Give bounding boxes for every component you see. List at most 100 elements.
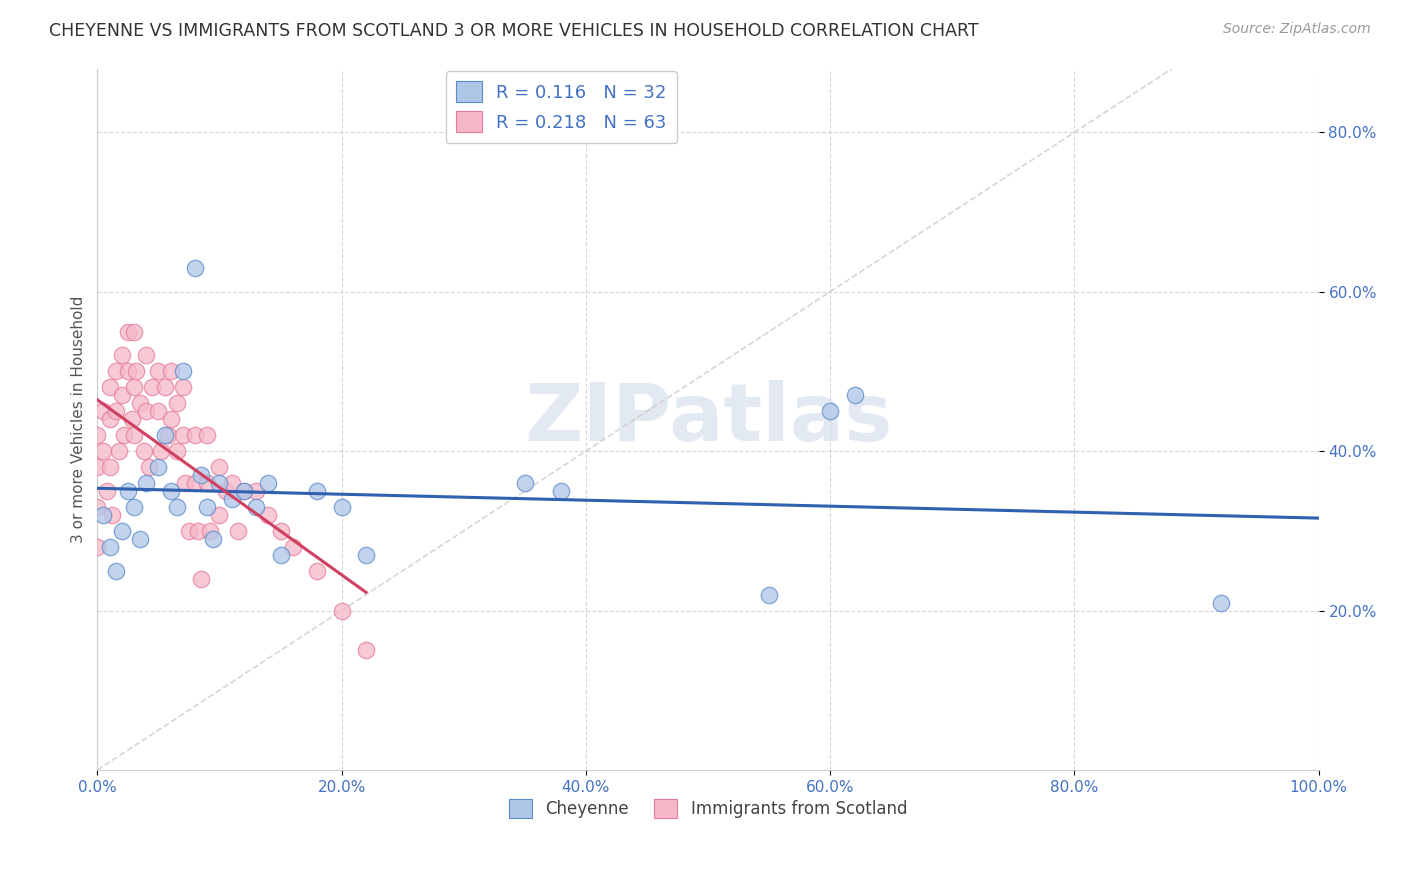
Point (172, 364, 194, 378)
Point (208, 460, 231, 475)
Point (174, 476, 197, 491)
Point (354, 548, 377, 562)
Point (513, 476, 536, 491)
Point (122, 325, 145, 339)
Point (125, 364, 148, 378)
Point (232, 483, 254, 498)
Point (93, 444, 115, 458)
Point (195, 476, 218, 491)
Point (108, 444, 131, 458)
Point (172, 380, 194, 394)
Point (550, 483, 572, 498)
Point (86, 540, 108, 554)
Point (93, 404, 115, 418)
Point (153, 428, 176, 442)
Point (818, 404, 841, 418)
Point (190, 572, 212, 586)
Y-axis label: 3 or more Vehicles in Household: 3 or more Vehicles in Household (72, 295, 86, 543)
Point (96, 483, 118, 498)
Text: Source: ZipAtlas.com: Source: ZipAtlas.com (1223, 22, 1371, 37)
Point (141, 380, 163, 394)
Point (245, 483, 267, 498)
Point (232, 483, 254, 498)
Point (166, 500, 188, 514)
Point (117, 364, 139, 378)
Point (135, 404, 157, 418)
Point (98, 380, 121, 394)
Text: ZIPatlas: ZIPatlas (524, 380, 893, 458)
Point (148, 364, 170, 378)
Point (184, 260, 207, 275)
Point (270, 548, 292, 562)
Point (166, 444, 188, 458)
Point (159, 412, 181, 426)
Point (208, 476, 231, 491)
Point (111, 388, 134, 402)
Point (1209, 596, 1232, 610)
Point (98, 460, 121, 475)
Point (98, 412, 121, 426)
Point (330, 500, 353, 514)
Point (101, 508, 124, 522)
Point (844, 388, 866, 402)
Point (195, 428, 218, 442)
Point (148, 404, 170, 418)
Point (198, 524, 221, 538)
Point (184, 428, 207, 442)
Point (226, 524, 249, 538)
Point (138, 460, 160, 475)
Point (111, 524, 134, 538)
Point (86, 460, 108, 475)
Point (177, 524, 200, 538)
Point (148, 460, 170, 475)
Point (270, 524, 292, 538)
Point (172, 428, 194, 442)
Point (221, 491, 243, 506)
Point (214, 483, 236, 498)
Point (195, 500, 218, 514)
Point (122, 380, 145, 394)
Point (330, 603, 353, 617)
Point (159, 364, 181, 378)
Point (190, 468, 212, 483)
Point (111, 349, 134, 363)
Point (307, 564, 329, 578)
Point (135, 476, 157, 491)
Point (184, 476, 207, 491)
Point (129, 396, 152, 410)
Point (208, 508, 231, 522)
Point (307, 483, 329, 498)
Point (245, 500, 267, 514)
Point (257, 508, 280, 522)
Point (157, 428, 180, 442)
Point (86, 428, 108, 442)
Text: CHEYENNE VS IMMIGRANTS FROM SCOTLAND 3 OR MORE VEHICLES IN HOUSEHOLD CORRELATION: CHEYENNE VS IMMIGRANTS FROM SCOTLAND 3 O… (49, 22, 979, 40)
Point (104, 404, 127, 418)
Legend: Cheyenne, Immigrants from Scotland: Cheyenne, Immigrants from Scotland (502, 792, 914, 825)
Point (122, 428, 145, 442)
Point (86, 500, 108, 514)
Point (221, 476, 243, 491)
Point (117, 483, 139, 498)
Point (104, 364, 127, 378)
Point (758, 588, 780, 602)
Point (129, 532, 152, 546)
Point (153, 380, 176, 394)
Point (104, 564, 127, 578)
Point (122, 500, 145, 514)
Point (135, 349, 157, 363)
Point (93, 508, 115, 522)
Point (166, 396, 188, 410)
Point (117, 325, 139, 339)
Point (98, 540, 121, 554)
Point (112, 428, 135, 442)
Point (186, 524, 208, 538)
Point (149, 444, 172, 458)
Point (281, 540, 304, 554)
Point (159, 483, 181, 498)
Point (132, 444, 155, 458)
Point (354, 643, 377, 657)
Point (121, 412, 143, 426)
Point (202, 532, 225, 546)
Point (257, 476, 280, 491)
